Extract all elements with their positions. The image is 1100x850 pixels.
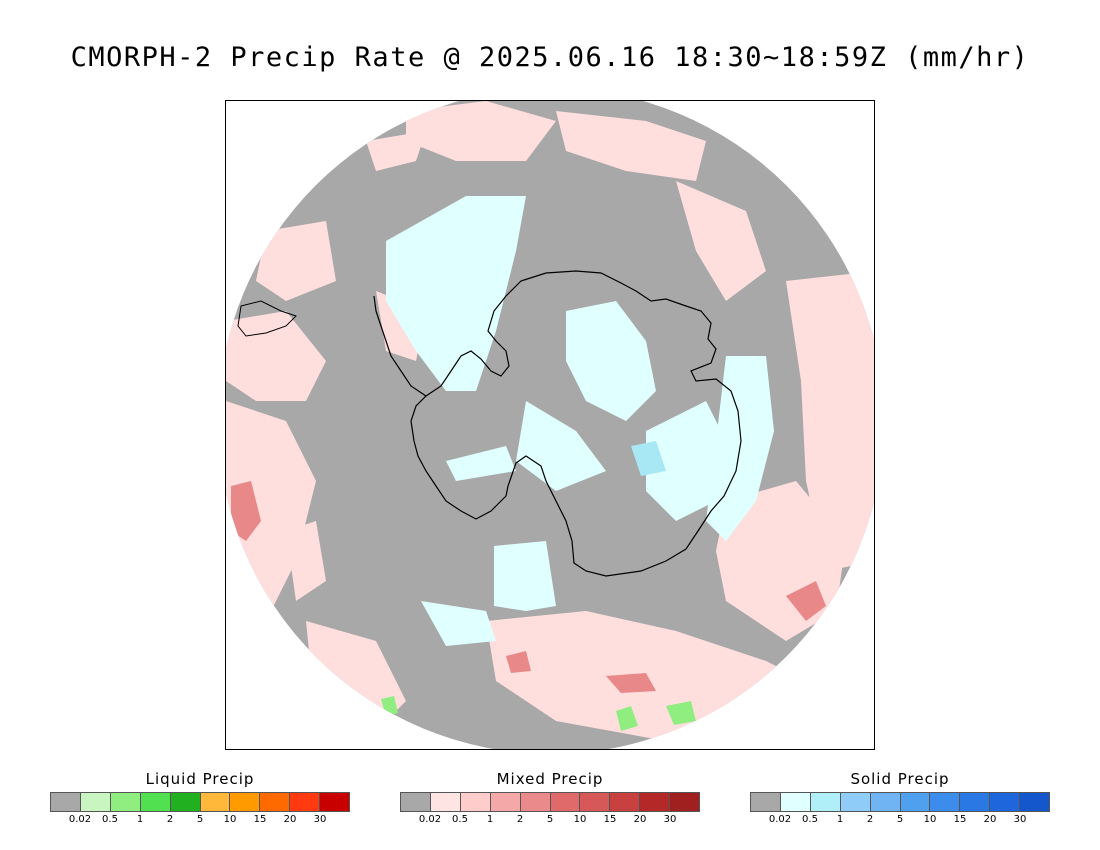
- mixed-precip-areas: [226, 101, 874, 741]
- swatch: [80, 793, 111, 811]
- swatch: [670, 793, 700, 811]
- legend-liquid: Liquid Precip 0.02 0.5 1 2 5 10 15 20 30: [50, 770, 350, 828]
- color-bar: [50, 792, 350, 812]
- tick-label: 2: [866, 814, 874, 825]
- swatch: [1020, 793, 1050, 811]
- legend-solid: Solid Precip 0.02 0.5 1 2 5 10 15 20 30: [750, 770, 1050, 828]
- legend-title: Mixed Precip: [496, 770, 604, 788]
- swatch: [170, 793, 201, 811]
- tick-label: 20: [283, 814, 297, 825]
- swatch: [780, 793, 811, 811]
- swatch: [751, 793, 781, 811]
- swatch: [580, 793, 611, 811]
- swatch: [320, 793, 350, 811]
- swatch: [51, 793, 81, 811]
- tick-label: 15: [603, 814, 617, 825]
- tick-label: 0.5: [452, 814, 468, 825]
- swatch: [960, 793, 991, 811]
- swatch: [840, 793, 871, 811]
- tick-label: 5: [896, 814, 904, 825]
- swatch: [610, 793, 641, 811]
- swatch: [930, 793, 961, 811]
- swatch: [490, 793, 521, 811]
- legend-title: Solid Precip: [850, 770, 950, 788]
- tick-label: 0.5: [802, 814, 818, 825]
- tick-label: 20: [983, 814, 997, 825]
- swatch: [900, 793, 931, 811]
- tick-label: 10: [573, 814, 587, 825]
- legend-mixed: Mixed Precip 0.02 0.5 1 2 5 10 15 20 30: [400, 770, 700, 828]
- tick-label: 0.02: [768, 814, 792, 825]
- swatch: [430, 793, 461, 811]
- swatch: [290, 793, 321, 811]
- tick-label: 30: [663, 814, 677, 825]
- tick-labels: 0.02 0.5 1 2 5 10 15 20 30: [50, 812, 350, 828]
- swatch: [140, 793, 171, 811]
- south-america-tip: [237, 300, 297, 337]
- tick-labels: 0.02 0.5 1 2 5 10 15 20 30: [750, 812, 1050, 828]
- tick-label: 10: [923, 814, 937, 825]
- swatch: [870, 793, 901, 811]
- map-title: CMORPH-2 Precip Rate @ 2025.06.16 18:30~…: [70, 42, 1030, 73]
- tick-label: 2: [516, 814, 524, 825]
- map-disk: [226, 101, 874, 749]
- swatch: [230, 793, 261, 811]
- map-frame: [225, 100, 875, 750]
- tick-label: 30: [1013, 814, 1027, 825]
- color-bar: [400, 792, 700, 812]
- tick-label: 1: [136, 814, 144, 825]
- tick-label: 0.02: [68, 814, 92, 825]
- swatch: [810, 793, 841, 811]
- swatch: [550, 793, 581, 811]
- swatch: [401, 793, 431, 811]
- tick-label: 0.5: [102, 814, 118, 825]
- tick-label: 1: [836, 814, 844, 825]
- tick-label: 5: [196, 814, 204, 825]
- solid-precip-areas: [386, 196, 774, 646]
- swatch: [460, 793, 491, 811]
- tick-label: 1: [486, 814, 494, 825]
- tick-label: 10: [223, 814, 237, 825]
- swatch: [520, 793, 551, 811]
- swatch: [990, 793, 1021, 811]
- precip-map: [226, 101, 874, 749]
- tick-label: 30: [313, 814, 327, 825]
- legend-title: Liquid Precip: [145, 770, 255, 788]
- tick-label: 0.02: [418, 814, 442, 825]
- tick-labels: 0.02 0.5 1 2 5 10 15 20 30: [400, 812, 700, 828]
- tick-label: 2: [166, 814, 174, 825]
- antarctica-coastline: [410, 270, 742, 577]
- antarctic-peninsula: [373, 295, 427, 397]
- swatch: [260, 793, 291, 811]
- tick-label: 15: [253, 814, 267, 825]
- color-bar: [750, 792, 1050, 812]
- tick-label: 20: [633, 814, 647, 825]
- tick-label: 15: [953, 814, 967, 825]
- tick-label: 5: [546, 814, 554, 825]
- swatch: [110, 793, 141, 811]
- solid-precip-light: [631, 441, 666, 476]
- swatch: [640, 793, 671, 811]
- swatch: [200, 793, 231, 811]
- mixed-precip-moderate: [231, 481, 826, 693]
